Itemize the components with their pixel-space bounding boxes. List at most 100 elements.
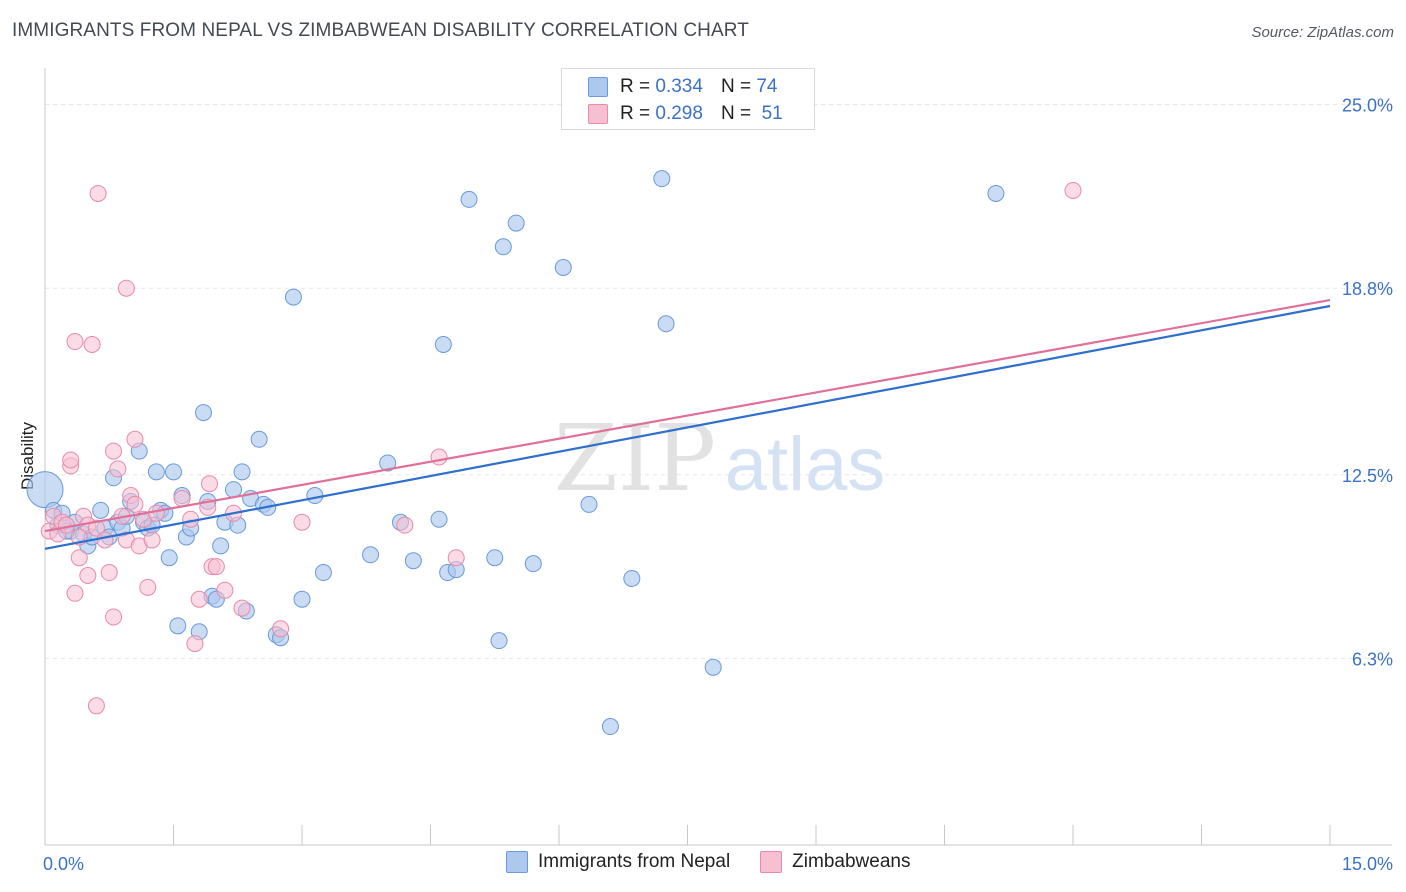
- trend-lines: [44, 298, 1331, 550]
- legend-r-value-nepal: 0.334: [655, 76, 703, 97]
- point-zimbabwe-8: [66, 584, 84, 602]
- point-zimbabwe-17: [96, 531, 114, 549]
- point-nepal-66: [623, 569, 641, 587]
- point-nepal-46: [293, 590, 311, 608]
- point-nepal-9: [92, 501, 110, 519]
- series-zimbabwe-points: [40, 182, 1082, 715]
- legend-swatch-nepal: [506, 851, 528, 873]
- point-nepal-23: [165, 463, 182, 481]
- y-tick-label-1: 12.5%: [1342, 466, 1393, 486]
- legend-swatch-zimbabwe: [588, 104, 608, 124]
- y-tick-label-3: 25.0%: [1342, 96, 1393, 116]
- point-zimbabwe-46: [396, 516, 414, 534]
- watermark: ZIP atlas: [554, 405, 885, 512]
- point-zimbabwe-14: [87, 697, 105, 715]
- y-tick-label-0: 6.3%: [1352, 649, 1393, 669]
- legend-stats: R = 0.334 N = 74 R = 0.298 N = 51: [561, 68, 815, 130]
- point-nepal-53: [430, 510, 448, 528]
- point-nepal-70: [987, 184, 1005, 202]
- point-nepal-62: [524, 555, 542, 573]
- watermark-atlas: atlas: [725, 422, 886, 507]
- point-nepal-19: [147, 463, 165, 481]
- point-nepal-69: [704, 658, 722, 676]
- point-zimbabwe-40: [207, 558, 225, 576]
- point-zimbabwe-36: [190, 590, 208, 608]
- legend-r-label: R =: [620, 103, 651, 124]
- point-nepal-59: [490, 632, 508, 650]
- source-label: Source: ZipAtlas.com: [1251, 24, 1394, 41]
- axes: [44, 68, 1392, 846]
- point-nepal-58: [486, 549, 504, 567]
- point-nepal-57: [460, 190, 478, 208]
- point-nepal-68: [657, 315, 675, 333]
- point-nepal-50: [379, 454, 397, 472]
- point-zimbabwe-26: [126, 430, 144, 448]
- point-zimbabwe-43: [233, 599, 251, 617]
- point-nepal-29: [194, 404, 212, 422]
- tick-labels: 6.3% 12.5% 18.8% 25.0% 0.0% 15.0%: [43, 96, 1393, 874]
- point-nepal-40: [250, 430, 268, 448]
- point-nepal-65: [601, 718, 619, 736]
- point-nepal-37: [233, 463, 251, 481]
- point-zimbabwe-41: [216, 581, 234, 599]
- point-zimbabwe-48: [447, 549, 465, 567]
- legend-label-zimbabwe: Zimbabweans: [792, 851, 911, 872]
- point-nepal-33: [212, 537, 230, 555]
- gridlines: [45, 104, 1392, 659]
- legend-n-label: N =: [720, 103, 752, 124]
- point-zimbabwe-15: [87, 519, 105, 537]
- point-nepal-60: [494, 238, 512, 256]
- point-zimbabwe-20: [105, 608, 123, 626]
- point-nepal-64: [580, 495, 598, 513]
- point-nepal-63: [554, 259, 572, 276]
- point-zimbabwe-7: [66, 333, 84, 351]
- legend-n-value-zimbabwe: 51: [761, 103, 783, 124]
- legend-row-nepal: R = 0.334 N = 74: [588, 75, 777, 99]
- point-zimbabwe-38: [200, 475, 218, 493]
- legend-n-value-nepal: 74: [756, 76, 778, 97]
- legend-r-label: R =: [620, 76, 651, 97]
- point-zimbabwe-19: [105, 442, 123, 460]
- point-nepal-48: [314, 564, 332, 582]
- legend-item-nepal[interactable]: Immigrants from Nepal: [506, 851, 730, 873]
- point-zimbabwe-21: [109, 460, 127, 478]
- legend-n-label: N =: [720, 76, 752, 97]
- point-zimbabwe-13: [83, 336, 101, 353]
- chart-title: IMMIGRANTS FROM NEPAL VS ZIMBABWEAN DISA…: [12, 20, 749, 41]
- point-zimbabwe-6: [62, 451, 80, 469]
- point-zimbabwe-49: [1064, 182, 1082, 199]
- x-tick-label-1: 15.0%: [1342, 854, 1393, 874]
- point-zimbabwe-35: [186, 635, 204, 653]
- legend-row-zimbabwe: R = 0.298 N = 51: [588, 102, 783, 126]
- point-nepal-49: [362, 546, 380, 564]
- point-nepal-22: [160, 549, 178, 567]
- point-zimbabwe-47: [430, 448, 448, 466]
- point-nepal-0: [26, 471, 64, 509]
- legend-swatch-nepal: [588, 77, 608, 97]
- point-zimbabwe-30: [139, 578, 157, 596]
- point-zimbabwe-33: [173, 490, 191, 507]
- point-zimbabwe-27: [126, 495, 144, 513]
- legend-r-value-zimbabwe: 0.298: [655, 103, 703, 124]
- point-nepal-67: [653, 170, 671, 188]
- legend-swatch-zimbabwe: [760, 851, 783, 873]
- point-zimbabwe-18: [100, 564, 118, 582]
- y-tick-label-2: 18.8%: [1342, 279, 1393, 299]
- point-nepal-24: [169, 617, 187, 635]
- x-tick-label-0: 0.0%: [43, 854, 84, 874]
- legend-series: Immigrants from Nepal Zimbabweans: [506, 851, 940, 873]
- point-nepal-61: [507, 214, 525, 232]
- point-nepal-47: [306, 487, 324, 505]
- point-zimbabwe-44: [272, 620, 290, 638]
- point-zimbabwe-45: [293, 513, 311, 531]
- watermark-zip: ZIP: [554, 405, 716, 512]
- trend-line-nepal: [44, 304, 1331, 550]
- trend-line-zimbabwe: [44, 298, 1331, 533]
- point-zimbabwe-12: [79, 567, 97, 584]
- point-zimbabwe-9: [70, 549, 88, 567]
- point-nepal-52: [404, 552, 422, 570]
- point-zimbabwe-16: [89, 184, 107, 202]
- legend-item-zimbabwe[interactable]: Zimbabweans: [760, 851, 910, 873]
- point-zimbabwe-24: [117, 279, 135, 297]
- point-zimbabwe-32: [147, 504, 165, 522]
